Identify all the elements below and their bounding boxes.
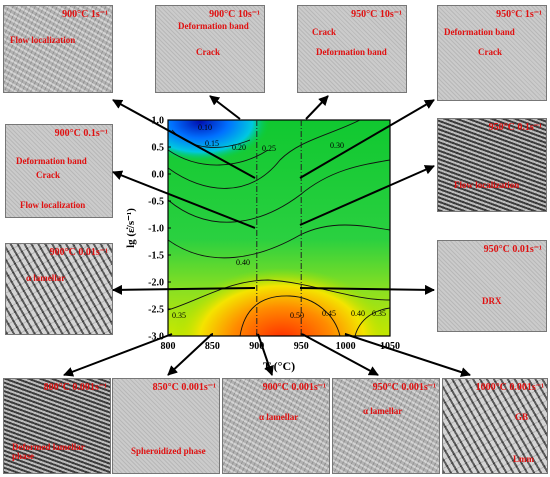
contour-line [168,279,390,311]
panel-title: 950°C 0.001s⁻¹ [372,382,436,393]
annotation-deformation-band: Deformation band [444,27,515,37]
arrow-to-900c-0.01s [112,284,256,295]
annotation-flow-localization: Flow localization [10,35,76,45]
annotation-deformed-lamellar-phase: Deformed lamellar phase [12,442,85,461]
annotation-alpha-lamellar: α lamellar [259,412,299,422]
panel-title: 900°C 1s⁻¹ [62,9,108,20]
annotation-deformation-band: Deformation band [16,156,87,166]
annotation-flow-localization: Flow localization [20,200,86,210]
micrograph-900c-0.001s: 900°C 0.001s⁻¹ α lamellar [222,378,330,474]
y-tick-label: 0.5 [152,143,165,154]
panel-title: 900°C 0.001s⁻¹ [262,382,326,393]
contour-label: 0.10 [198,123,212,132]
x-tick-label: 950 [294,341,309,352]
contour-label: 0.40 [236,258,250,267]
arrow-to-950c-1s [299,99,435,179]
micrograph-900c-10s: 900°C 10s⁻¹ Deformation band Crack [155,5,265,93]
arrow-to-950c-10s [305,95,329,120]
panel-title: 950°C 0.1s⁻¹ [488,122,542,133]
y-tick-label: 1.0 [152,116,165,127]
contour-label: 0.15 [205,139,219,148]
arrow-to-900c-0.001s [257,333,274,376]
y-tick-label: 0.0 [152,170,165,181]
panel-title: 900°C 0.01s⁻¹ [49,247,108,258]
y-tick-label: -0.5 [148,197,164,208]
panel-title: 950°C 1s⁻¹ [496,9,542,20]
contour-label: 0.50 [290,311,304,320]
panel-title: 950°C 10s⁻¹ [351,9,402,20]
annotation-gb: GB [515,412,529,422]
annotation-crack: Crack [478,47,502,57]
annotation-crack: Crack [312,27,336,37]
annotation-flow-localization: Flow localization [454,180,520,190]
annotation-lmm: Lmm [513,454,534,464]
arrow-to-950c-0.001s [301,333,379,376]
y-tick-label: -2.5 [148,305,164,316]
panel-title: 900°C 0.1s⁻¹ [54,128,108,139]
micrograph-1000c-0.001s: 1000°C 0.001s⁻¹ GB Lmm [442,378,548,474]
x-axis-ticks: 800 850 900 950 1000 1050 [161,333,400,352]
arrow-to-900c-1s [112,99,256,179]
panel-title: 1000°C 0.001s⁻¹ [475,382,544,393]
contour-label: 0.35 [372,309,386,318]
arrow-to-950c-0.1s [299,165,435,226]
micrograph-950c-0.001s: 950°C 0.001s⁻¹ α lamellar [332,378,440,474]
micrograph-950c-0.01s: 950°C 0.01s⁻¹ DRX [437,240,547,332]
micrograph-950c-10s: 950°C 10s⁻¹ Crack Deformation band [297,5,407,93]
micrograph-900c-0.01s: 900°C 0.01s⁻¹ α lamellar [5,243,113,335]
annotation-alpha-lamellar: α lamellar [26,273,66,283]
low-efficiency-region [168,120,270,162]
contour-label: 0.25 [262,144,276,153]
micrograph-900c-0.1s: 900°C 0.1s⁻¹ Deformation band Crack Flow… [5,124,113,218]
x-tick-label: 800 [161,341,176,352]
panel-title: 950°C 0.01s⁻¹ [483,244,542,255]
micrograph-950c-0.1s: 950°C 0.1s⁻¹ Flow localization [437,118,547,212]
high-efficiency-region [172,268,390,336]
arrow-to-800c-0.001s [63,333,173,377]
y-axis-label: lg (ε̇/s⁻¹) [125,208,137,248]
y-tick-label: -2.0 [148,278,164,289]
contour-label: 0.20 [232,143,246,152]
panel-title: 900°C 10s⁻¹ [209,9,260,20]
annotation-drx: DRX [482,296,502,306]
arrow-to-1000c-0.001s [344,333,471,377]
panel-title: 850°C 0.001s⁻¹ [152,382,216,393]
arrow-to-950c-0.01s [299,284,435,295]
annotation-deformation-band: Deformation band [316,47,387,57]
annotation-alpha-lamellar: α lamellar [363,406,403,416]
contour-label: 0.30 [330,141,344,150]
contour-line [168,224,390,259]
arrow-to-900c-0.1s [112,170,256,229]
contour-line [168,149,269,166]
micrograph-800c-0.001s: 800°C 0.001s⁻¹ Deformed lamellar phase [3,378,111,474]
y-tick-label: -1.0 [148,224,164,235]
micrograph-900c-1s: 900°C 1s⁻¹ Flow localization [3,5,113,93]
x-tick-label: 1000 [336,341,356,352]
contour-line [354,307,390,336]
arrow-to-850c-0.001s [167,333,213,376]
arrows [63,95,471,377]
panel-title: 800°C 0.001s⁻¹ [43,382,107,393]
contour-line [168,120,361,189]
annotation-spheroidized-phase: Spheroidized phase [131,446,206,456]
contour-label: 0.40 [351,309,365,318]
x-tick-label: 1050 [380,341,400,352]
x-tick-label: 850 [205,341,220,352]
annotation-crack: Crack [36,170,60,180]
x-tick-label: 900 [249,341,264,352]
y-tick-label: -3.0 [148,332,164,343]
annotation-deformation-band: Deformation band [178,21,249,31]
micrograph-950c-1s: 950°C 1s⁻¹ Deformation band Crack [437,5,547,101]
y-tick-label: -1.5 [148,251,164,262]
annotation-crack: Crack [196,47,220,57]
contour-line [239,295,341,336]
contour-label: 0.45 [322,309,336,318]
micrograph-850c-0.001s: 850°C 0.001s⁻¹ Spheroidized phase [112,378,220,474]
arrow-to-900c-10s [209,95,241,120]
contour-label: 0.35 [172,311,186,320]
contour-line [168,159,390,223]
